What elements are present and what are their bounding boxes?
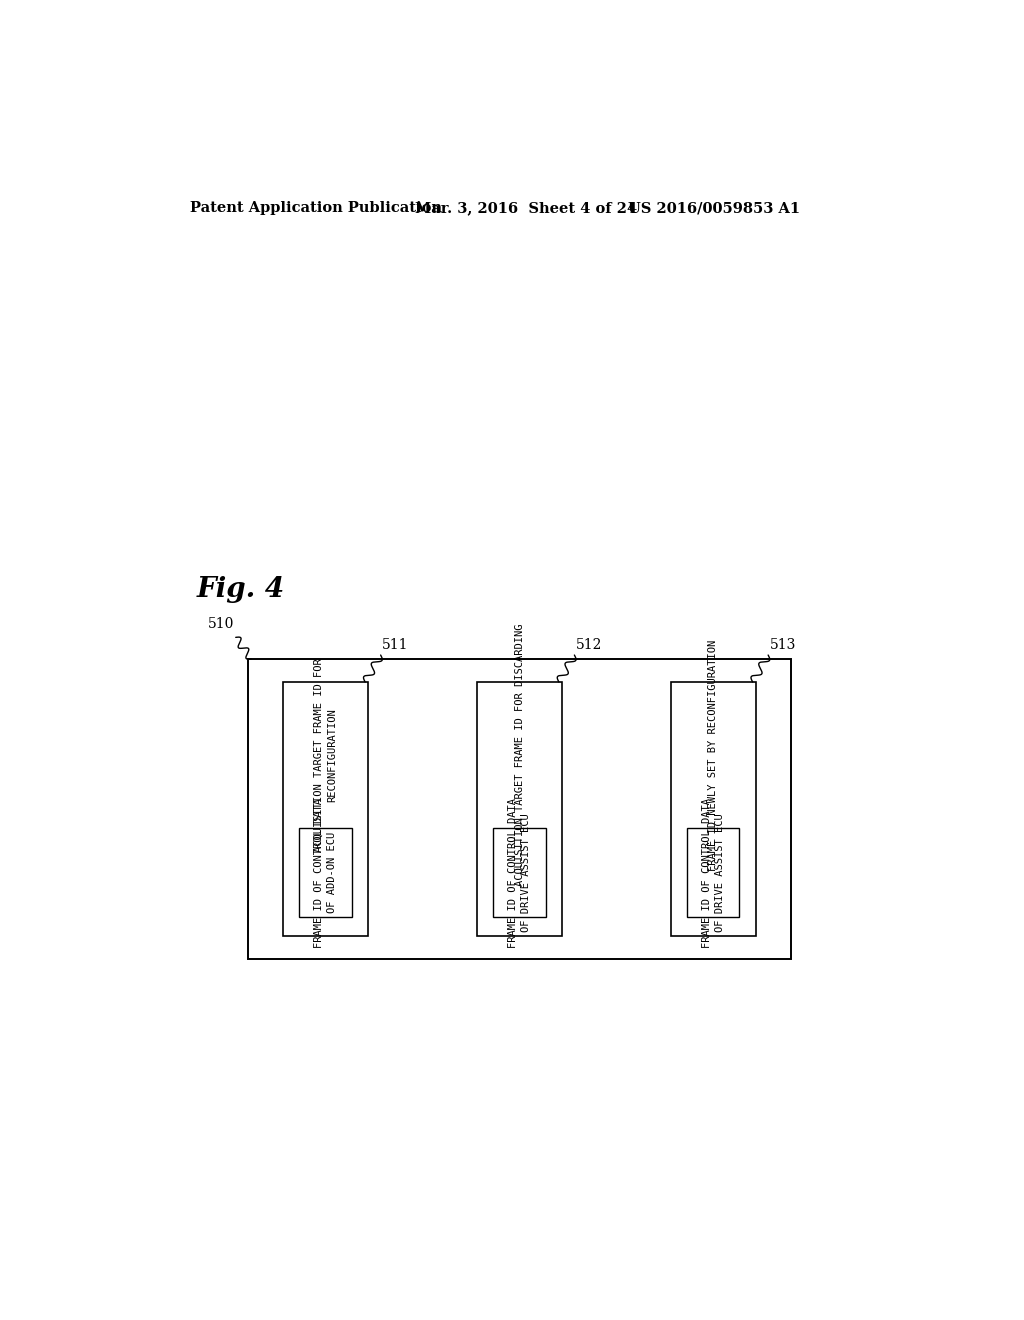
Bar (493, 829, 546, 917)
Text: FRAME ID NEWLY SET BY RECONFIGURATION: FRAME ID NEWLY SET BY RECONFIGURATION (709, 639, 718, 871)
Bar (671, 682, 756, 936)
Text: ACQUISITION TARGET FRAME ID FOR
RECONFIGURATION: ACQUISITION TARGET FRAME ID FOR RECONFIG… (314, 659, 337, 851)
Bar (283, 682, 369, 936)
Text: US 2016/0059853 A1: US 2016/0059853 A1 (628, 202, 800, 215)
Text: Mar. 3, 2016  Sheet 4 of 24: Mar. 3, 2016 Sheet 4 of 24 (415, 202, 637, 215)
Bar (687, 829, 739, 917)
Text: Patent Application Publication: Patent Application Publication (190, 202, 442, 215)
Text: 512: 512 (575, 638, 602, 652)
Text: 510: 510 (208, 618, 234, 631)
Text: ACQUISITION TARGET FRAME ID FOR DISCARDING: ACQUISITION TARGET FRAME ID FOR DISCARDI… (514, 624, 524, 887)
Bar (477, 682, 562, 936)
Bar (248, 659, 791, 960)
Bar (299, 829, 352, 917)
Text: FRAME ID OF CONTROL DATA
OF DRIVE ASSIST ECU: FRAME ID OF CONTROL DATA OF DRIVE ASSIST… (701, 797, 725, 948)
Text: Fig. 4: Fig. 4 (197, 576, 285, 603)
Text: 513: 513 (770, 638, 796, 652)
Text: FRAME ID OF CONTROL DATA
OF DRIVE ASSIST ECU: FRAME ID OF CONTROL DATA OF DRIVE ASSIST… (508, 797, 531, 948)
Text: FRAME ID OF CONTROL DATA
OF ADD-ON ECU: FRAME ID OF CONTROL DATA OF ADD-ON ECU (314, 797, 337, 948)
Text: 511: 511 (382, 638, 409, 652)
